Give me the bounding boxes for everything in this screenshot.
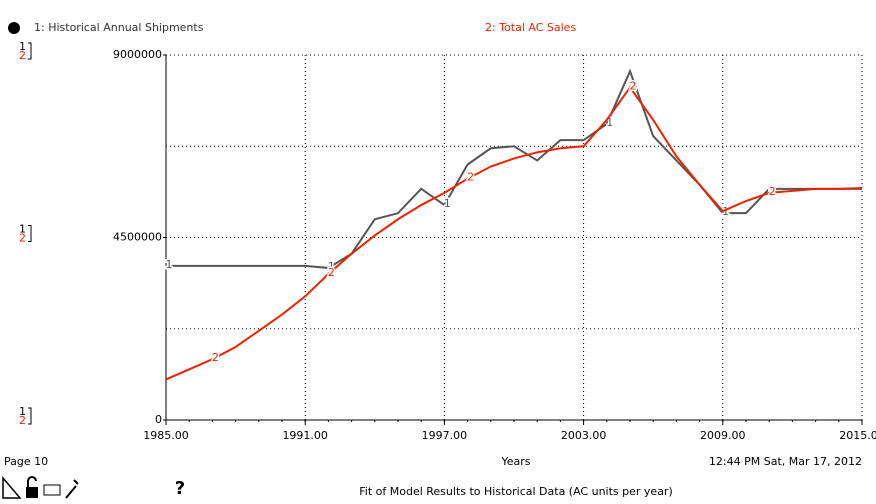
timestamp: 12:44 PM Sat, Mar 17, 2012 [709,455,862,468]
legend-entry: 2: Total AC Sales [485,21,576,34]
graph-icon[interactable] [8,22,20,34]
x-tick-label: 1985.00 [143,429,189,442]
x-axis-label: Years [500,455,530,468]
wand-icon[interactable] [65,479,79,499]
x-tick-label: 2003.00 [561,429,607,442]
series-marker: 1 [606,116,613,129]
scale-marker: 2 [19,49,26,62]
scale-bracket [28,42,32,60]
footer-title: Fit of Model Results to Historical Data … [359,485,673,498]
help-icon[interactable]: ? [175,478,185,499]
lock-shackle [27,476,37,487]
tool-icon[interactable] [2,475,22,499]
legend-entry: 1: Historical Annual Shipments [34,21,204,34]
x-tick-label: 2009.00 [700,429,746,442]
series-line [165,85,863,381]
scale-marker: 1 [19,40,26,53]
x-tick-label: 2015.00 [839,429,876,442]
scale-marker: 2 [19,414,26,427]
x-tick-label: 1991.00 [282,429,328,442]
x-tick-label: 1997.00 [422,429,468,442]
series-marker: 2 [212,351,219,364]
series-marker: 2 [467,171,474,184]
series-marker: 2 [769,185,776,198]
series-marker: 2 [328,266,335,279]
series-marker: 1 [722,205,729,218]
series-marker: 1 [444,197,451,210]
y-tick-label: 9000000 [113,48,162,61]
series-marker: 1 [328,260,335,273]
series-marker: 2 [630,79,637,92]
page-label: Page 10 [4,455,48,468]
series-marker: 1 [166,258,173,271]
scale-bracket [28,225,32,242]
lock-icon[interactable] [26,487,38,498]
scale-bracket [28,407,32,425]
y-tick-label: 4500000 [113,231,162,244]
series-line [166,68,862,269]
scale-marker: 1 [19,405,26,418]
print-icon[interactable] [43,484,61,496]
scale-marker: 1 [19,223,26,236]
scale-marker: 2 [19,232,26,245]
y-tick-label: 0 [155,413,162,426]
